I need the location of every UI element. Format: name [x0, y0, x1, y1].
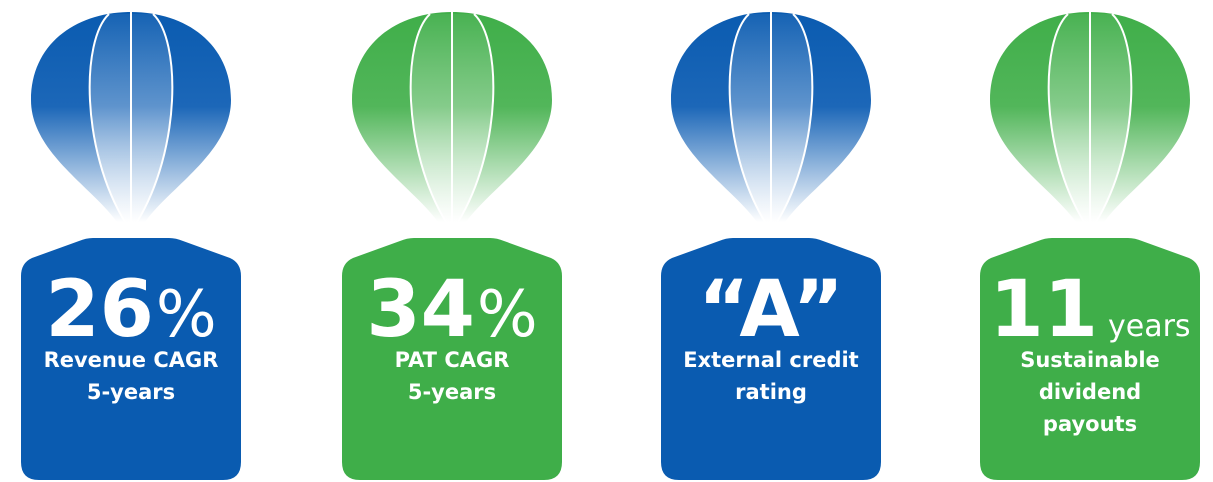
balloon-card: 34%PAT CAGR 5-years: [342, 12, 562, 480]
balloon-gore: [1047, 13, 1085, 223]
balloon-card: 11 years Sustainable dividend payouts: [980, 12, 1200, 480]
headline-value: 34: [366, 265, 475, 355]
headline: 26%: [45, 265, 216, 355]
headline-value: 26: [45, 265, 154, 355]
headline: “A”: [698, 265, 844, 355]
headline-unit: years: [1108, 309, 1191, 344]
label-line: Revenue CAGR: [44, 348, 219, 372]
balloon-gore: [1095, 13, 1133, 223]
balloon-card: “A”External credit rating: [661, 12, 881, 480]
label-line: External credit: [683, 348, 858, 372]
basket: [661, 238, 881, 480]
label-line: 5-years: [87, 380, 175, 404]
balloon-gore: [88, 13, 126, 223]
headline-unit: %: [477, 278, 538, 352]
balloon-gore: [776, 13, 814, 223]
balloon-gore: [409, 13, 447, 223]
balloon-gore: [457, 13, 495, 223]
headline-value: 11: [989, 265, 1098, 355]
headline: 11 years: [989, 265, 1190, 355]
label-line: 5-years: [408, 380, 496, 404]
balloon-gore: [136, 13, 174, 223]
label-line: rating: [735, 380, 807, 404]
headline: 34%: [366, 265, 537, 355]
basket: [980, 238, 1200, 480]
headline-value: “A”: [698, 265, 844, 355]
balloon-card: 26%Revenue CAGR 5-years: [21, 12, 241, 480]
basket: [342, 238, 562, 480]
label-line: dividend: [1039, 380, 1141, 404]
label-line: payouts: [1043, 412, 1137, 436]
balloon-gore: [728, 13, 766, 223]
headline-unit: %: [156, 278, 217, 352]
label-line: Sustainable: [1020, 348, 1160, 372]
basket: [21, 238, 241, 480]
label-line: PAT CAGR: [395, 348, 510, 372]
